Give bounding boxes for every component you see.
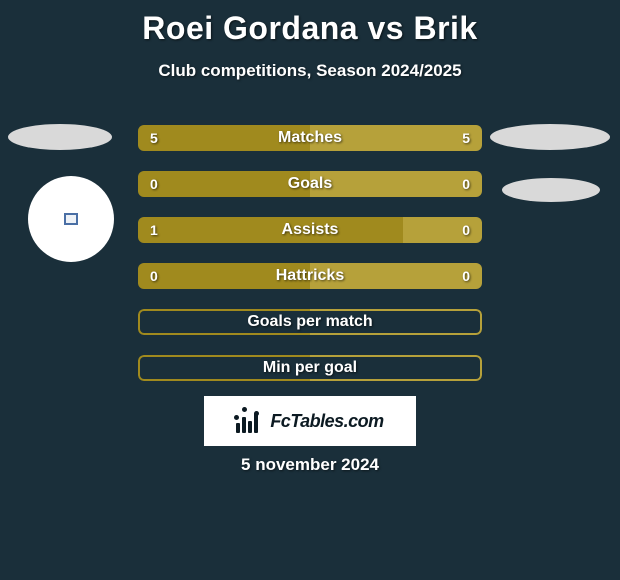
stat-row: Goals00 [138,171,482,197]
stat-bar-right [310,125,482,151]
stat-bar-left [138,263,310,289]
fctables-logo: FcTables.com [204,396,416,446]
stat-row: Hattricks00 [138,263,482,289]
player-right-ellipse-2 [502,178,600,202]
stat-bar-left [138,355,310,381]
comparison-card: Roei Gordana vs Brik Club competitions, … [0,0,620,580]
stats-bars: Matches55 Goals00 Assists10 Hattricks00 Goal… [138,125,482,401]
stat-bar-left [138,217,403,243]
player-left-badge [28,176,114,262]
stat-row: Matches55 [138,125,482,151]
stat-row: Goals per match [138,309,482,335]
player-left-ellipse [8,124,112,150]
stat-bar-right [403,217,482,243]
logo-text: FcTables.com [270,411,383,432]
stat-bar-right [310,263,482,289]
stat-bar-left [138,309,310,335]
page-title: Roei Gordana vs Brik [0,0,620,47]
page-subtitle: Club competitions, Season 2024/2025 [0,61,620,81]
logo-chart-icon [236,409,264,433]
stat-bar-right [310,309,482,335]
stat-bar-left [138,125,310,151]
stat-bar-right [310,171,482,197]
stat-row: Assists10 [138,217,482,243]
stat-bar-left [138,171,310,197]
stat-row: Min per goal [138,355,482,381]
stat-bar-right [310,355,482,381]
badge-icon [64,213,78,225]
player-right-ellipse [490,124,610,150]
footer-date: 5 november 2024 [0,455,620,475]
